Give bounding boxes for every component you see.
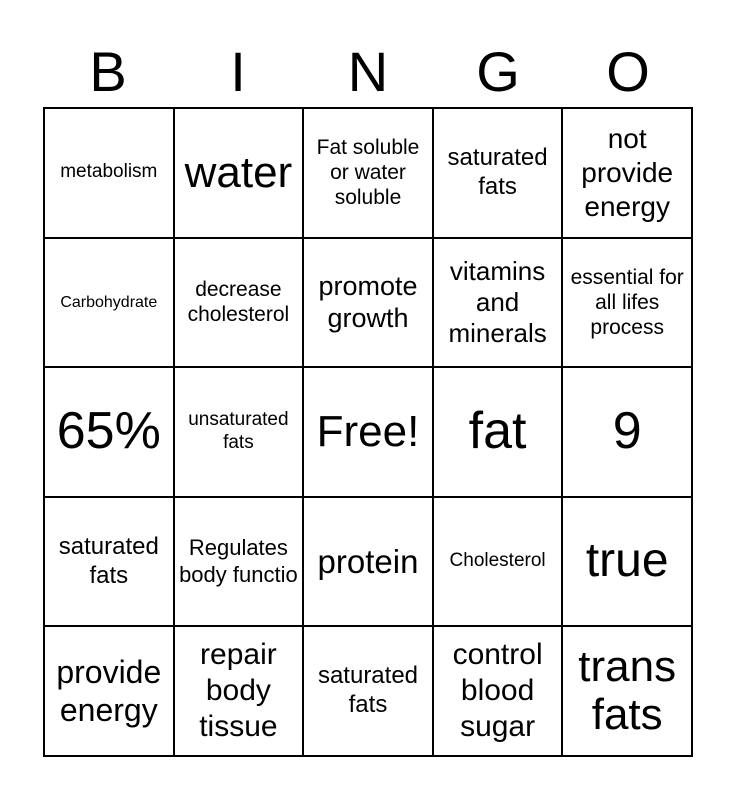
bingo-cell[interactable]: saturated fats bbox=[432, 108, 563, 238]
bingo-cell[interactable]: 9 bbox=[562, 367, 692, 497]
bingo-cell[interactable]: Fat soluble or water soluble bbox=[303, 108, 433, 238]
header-letter: O bbox=[606, 40, 650, 103]
header-letter: G bbox=[476, 40, 520, 103]
bingo-cell[interactable]: control blood sugar bbox=[432, 626, 563, 756]
bingo-grid: metabolism water Fat soluble or water solu… bbox=[43, 107, 693, 757]
header-letter: B bbox=[89, 40, 127, 103]
bingo-cell[interactable]: true bbox=[562, 496, 692, 627]
bingo-cell[interactable]: Regulates body functio bbox=[173, 496, 304, 627]
bingo-cell[interactable]: provide energy bbox=[44, 626, 174, 756]
bingo-cell[interactable]: 65% bbox=[44, 367, 174, 497]
bingo-cell[interactable]: not provide energy bbox=[562, 108, 692, 238]
header-letter: N bbox=[347, 40, 389, 103]
bingo-cell[interactable]: protein bbox=[303, 496, 433, 627]
bingo-cell[interactable]: water bbox=[173, 108, 304, 238]
bingo-cell[interactable]: Free! bbox=[303, 367, 433, 497]
bingo-cell[interactable]: trans fats bbox=[562, 626, 692, 756]
bingo-cell[interactable]: Cholesterol bbox=[432, 496, 563, 627]
bingo-cell[interactable]: saturated fats bbox=[303, 626, 433, 756]
bingo-cell[interactable]: Carbohydrate bbox=[44, 237, 174, 368]
bingo-cell[interactable]: metabolism bbox=[44, 108, 174, 238]
bingo-cell[interactable]: saturated fats bbox=[44, 496, 174, 627]
bingo-cell[interactable]: fat bbox=[432, 367, 563, 497]
bingo-cell[interactable]: promote growth bbox=[303, 237, 433, 368]
bingo-cell[interactable]: vitamins and minerals bbox=[432, 237, 563, 368]
bingo-cell[interactable]: essential for all lifes process bbox=[562, 237, 692, 368]
bingo-header: B I N G O bbox=[43, 38, 693, 106]
header-letter: I bbox=[230, 40, 246, 103]
bingo-cell[interactable]: unsaturated fats bbox=[173, 367, 304, 497]
bingo-cell[interactable]: decrease cholesterol bbox=[173, 237, 304, 368]
bingo-cell[interactable]: repair body tissue bbox=[173, 626, 304, 756]
